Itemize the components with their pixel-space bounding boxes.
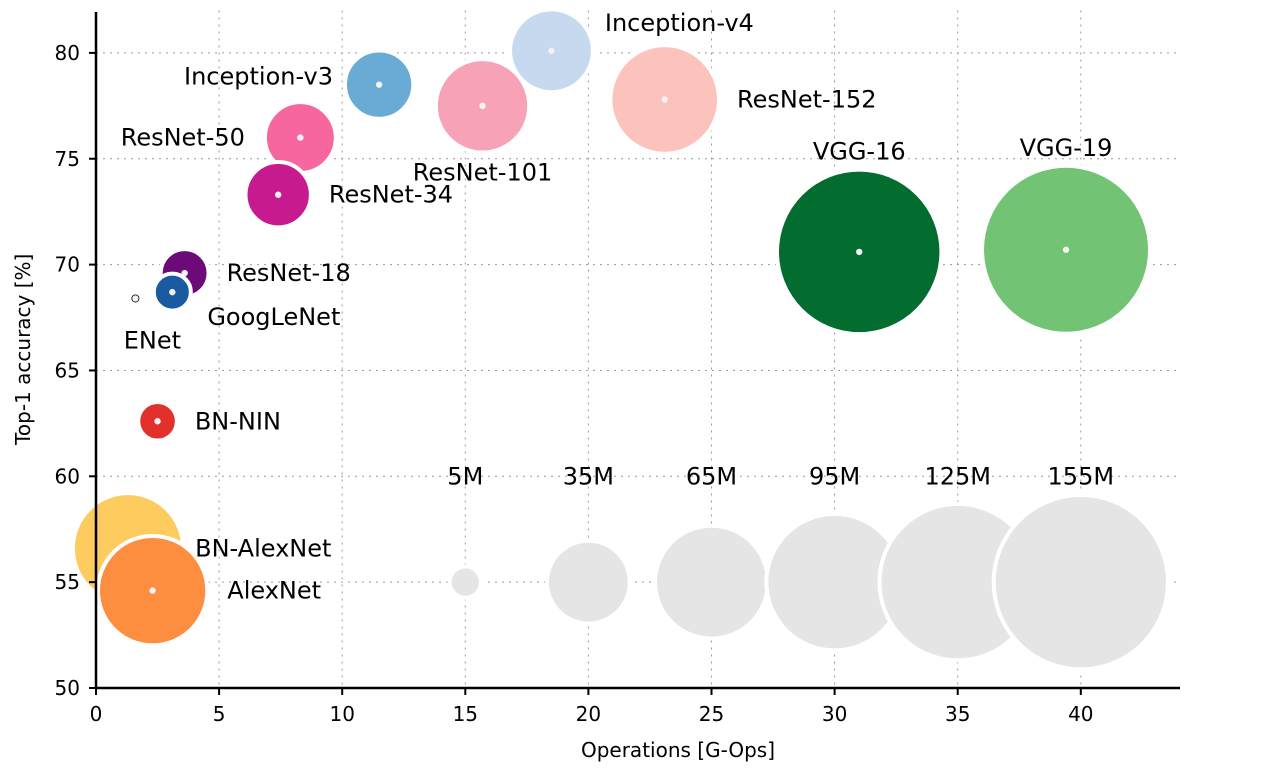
y-tick-label: 55	[55, 570, 80, 594]
x-tick-label: 0	[90, 702, 103, 726]
size-legend-bubble	[653, 523, 770, 641]
model-labels: BN-AlexNet AlexNet ENet GoogLeNet ResNet-18 B…	[121, 9, 1113, 605]
model-center-dot	[169, 288, 176, 296]
x-tick-label: 20	[576, 702, 601, 726]
model-center-dot	[154, 418, 161, 425]
y-axis-title: Top-1 accuracy [%]	[11, 254, 35, 446]
x-tick-label: 40	[1068, 702, 1093, 726]
y-tick-label: 80	[55, 41, 80, 65]
x-tick-label: 15	[453, 702, 478, 726]
axes	[94, 12, 1180, 690]
model-label: VGG-16	[813, 138, 906, 166]
size-legend-label: 125M	[924, 462, 991, 490]
model-label: GoogLeNet	[207, 303, 340, 331]
model-label: BN-NIN	[195, 407, 281, 435]
y-tick-label: 75	[55, 147, 80, 171]
model-label: AlexNet	[227, 577, 321, 605]
model-center-dot	[856, 248, 863, 256]
x-tick-label: 5	[213, 702, 226, 726]
model-center-dot	[661, 96, 668, 103]
x-tick-label: 35	[945, 702, 970, 726]
x-tick-label: 10	[329, 702, 354, 726]
model-label: Inception-v4	[605, 9, 754, 37]
model-center-dot	[274, 191, 282, 198]
model-label: Inception-v3	[184, 63, 333, 91]
y-tick-label: 50	[55, 676, 80, 700]
model-label: ResNet-50	[121, 124, 245, 152]
model-center-dot	[375, 81, 383, 88]
model-bubbles	[70, 7, 1153, 648]
size-legend-label: 65M	[686, 462, 737, 490]
model-label: ResNet-34	[329, 181, 453, 209]
x-tick-label: 25	[699, 702, 724, 726]
model-center-dot	[132, 295, 139, 302]
x-tick-label: 30	[822, 702, 847, 726]
model-label: VGG-19	[1020, 134, 1113, 162]
size-legend: 5M 35M 65M 95M 125M 155M	[447, 462, 1170, 672]
model-label: ResNet-101	[413, 159, 552, 187]
size-legend-label: 35M	[563, 462, 614, 490]
y-tick-label: 65	[55, 358, 80, 382]
model-center-dot	[548, 47, 555, 54]
x-axis-title: Operations [G-Ops]	[581, 738, 775, 762]
y-tick-label: 60	[55, 464, 80, 488]
size-legend-bubble	[991, 493, 1170, 672]
tick-labels: 0 5 10 15 20 25 30 35 40 50 55 60 65 70 75 80	[55, 41, 1094, 726]
size-legend-bubble	[447, 564, 483, 600]
size-legend-bubble	[544, 538, 632, 626]
y-tick-label: 70	[55, 253, 80, 277]
model-label: ResNet-18	[227, 259, 351, 287]
model-label: BN-AlexNet	[195, 534, 331, 562]
model-label: ENet	[124, 326, 181, 354]
size-legend-label: 95M	[809, 462, 860, 490]
size-legend-label: 5M	[447, 462, 483, 490]
model-center-dot	[1062, 246, 1070, 253]
model-label: ResNet-152	[737, 85, 876, 113]
model-center-dot	[297, 134, 304, 141]
model-center-dot	[479, 102, 486, 110]
model-center-dot	[149, 587, 156, 594]
size-legend-label: 155M	[1048, 462, 1115, 490]
